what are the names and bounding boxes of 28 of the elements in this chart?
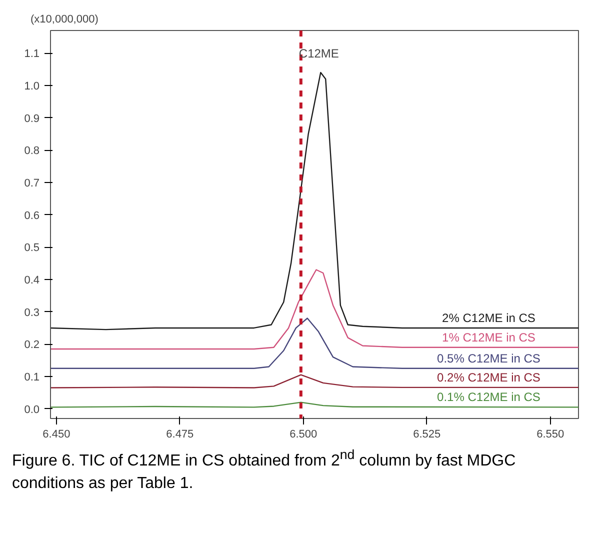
line-series [50,72,578,330]
y-tick-label: 0.3 [24,306,40,319]
y-tick-label: 0.4 [24,274,40,286]
x-tick-label: 6.550 [536,428,564,440]
series-label: 1% C12ME in CS [442,330,536,344]
x-tick-label: 6.475 [166,428,194,440]
line-series [50,269,578,350]
y-tick-label: 0.5 [24,242,40,254]
series-label: 0.5% C12ME in CS [437,351,540,366]
y-tick-label: 0.6 [24,210,40,222]
y-tick-label: 1.0 [24,80,40,92]
y-tick-label: 1.1 [24,48,40,60]
x-tick-label: 6.500 [290,428,318,440]
y-tick-label: 0.7 [24,177,40,190]
series-label: 2% C12ME in CS [442,310,536,325]
y-tick-label: 0.1 [24,371,40,384]
y-axis-title: (x10,000,000) [30,14,98,26]
series-label: 0.1% C12ME in CS [437,390,540,404]
x-tick-label: 6.450 [42,428,70,440]
y-tick-label: 0.0 [24,404,40,416]
x-tick-label: 6.525 [413,428,441,440]
series-label: 0.2% C12ME in CS [437,370,540,384]
line-series [50,374,578,388]
y-tick-label: 0.9 [24,112,40,125]
y-tick-label: 0.2 [24,339,40,352]
text: Figure 6. TIC of C12ME in CS obtained from 2$^{nd}$ column by fast MDGC conditions as per Table 1. [12,447,516,492]
ref-line-label: C12ME [298,46,339,60]
y-tick-label: 0.8 [24,145,40,158]
